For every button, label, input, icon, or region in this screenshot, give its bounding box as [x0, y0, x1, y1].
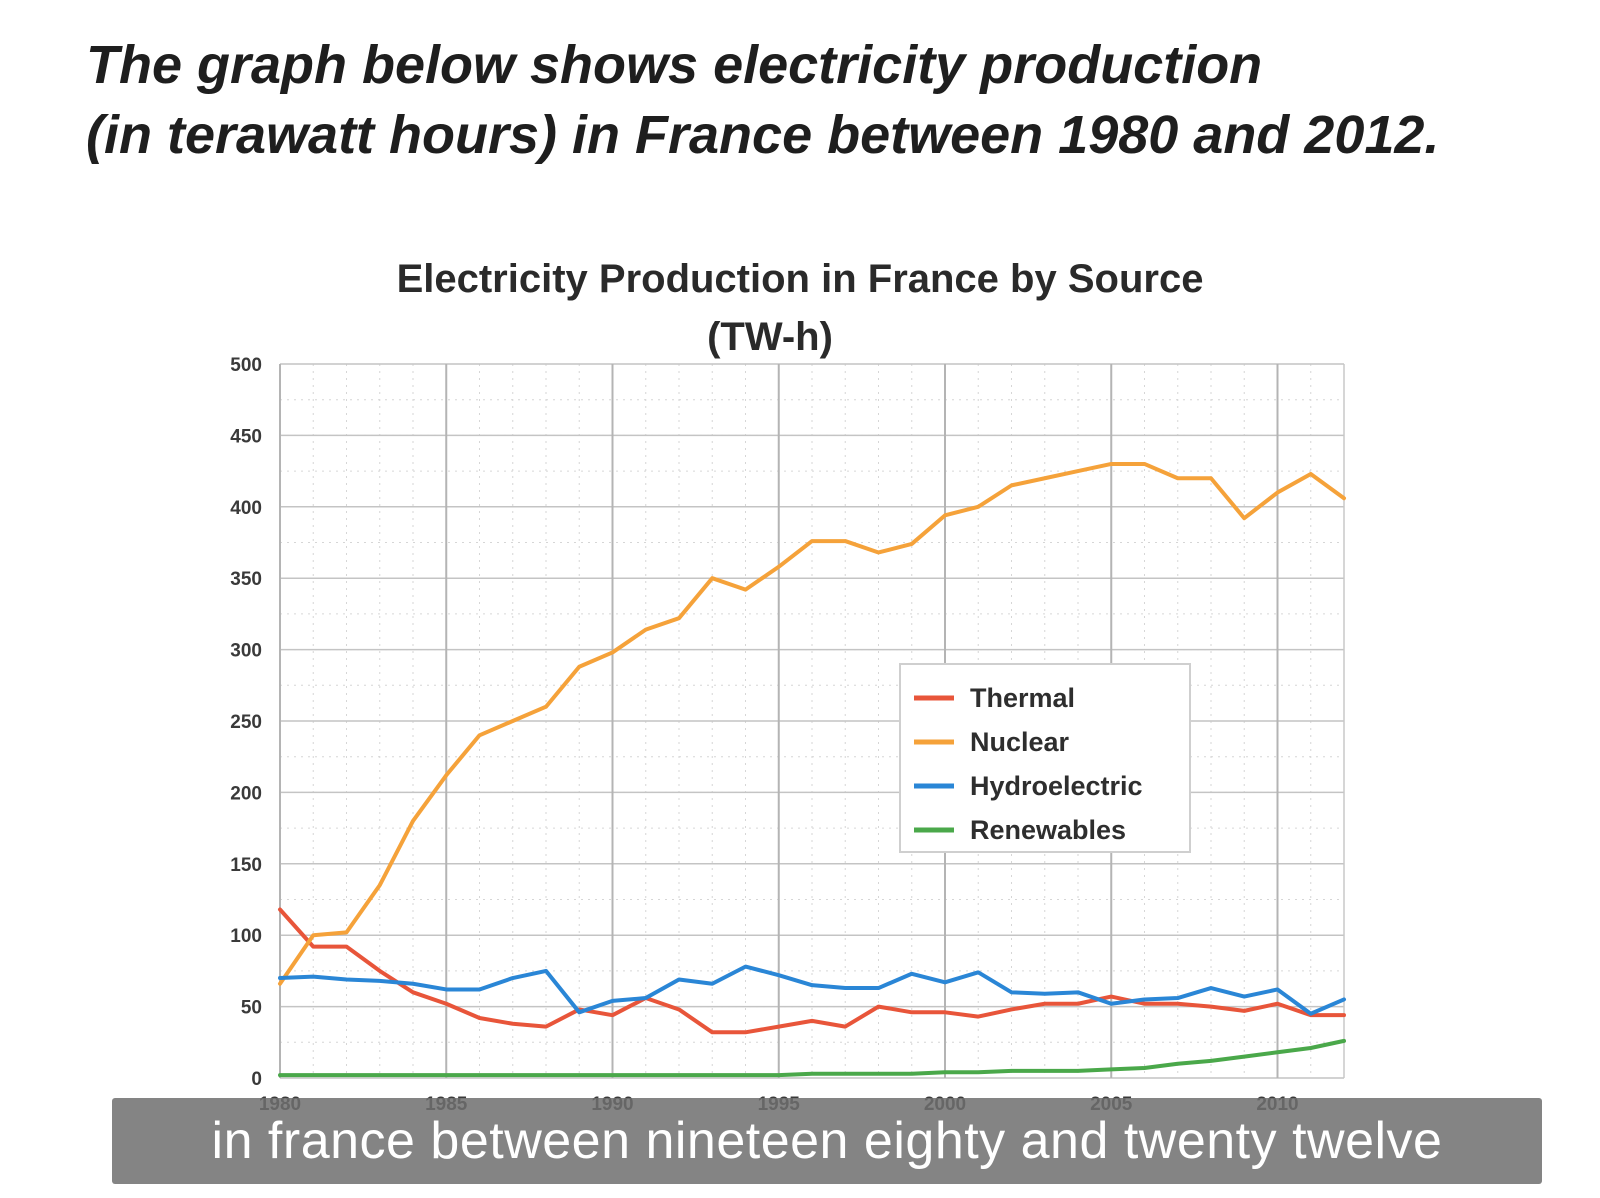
y-tick-label: 150: [230, 855, 262, 876]
y-tick-label: 350: [230, 569, 262, 590]
series-line-hydroelectric: [278, 964, 1346, 1016]
headline-line-1: The graph below shows electricity produc…: [86, 35, 1263, 95]
legend-label-thermal: Thermal: [970, 683, 1075, 713]
y-tick-label: 450: [230, 426, 262, 447]
y-tick-label: 500: [230, 355, 262, 376]
series-lines: [278, 461, 1346, 1078]
legend: Thermal Nuclear Hydroelectric Renewables: [899, 663, 1191, 853]
headline-line-2: (in terawatt hours) in France between 19…: [86, 105, 1440, 165]
caption-text: in france between nineteen eighty and tw…: [211, 1112, 1443, 1170]
y-tick-label: 300: [230, 641, 262, 662]
y-tick-label: 200: [230, 783, 262, 804]
legend-label-hydroelectric: Hydroelectric: [970, 771, 1143, 801]
y-tick-label: 250: [230, 712, 262, 733]
y-tick-label: 0: [251, 1069, 262, 1090]
legend-box: [899, 663, 1191, 853]
headline: The graph below shows electricity produc…: [86, 30, 1586, 170]
y-tick-label: 100: [230, 926, 262, 947]
y-tick-label: 400: [230, 498, 262, 519]
chart-subtitle: (TW-h): [707, 315, 833, 359]
legend-label-nuclear: Nuclear: [970, 727, 1070, 757]
series-line-thermal: [278, 907, 1346, 1035]
legend-label-renewables: Renewables: [970, 815, 1126, 845]
chart-title: Electricity Production in France by Sour…: [397, 257, 1204, 301]
subtitle-caption: in france between nineteen eighty and tw…: [112, 1098, 1542, 1184]
series-line-nuclear: [278, 461, 1346, 986]
series-line-renewables: [278, 1038, 1346, 1078]
grid: [279, 363, 1345, 1079]
y-tick-label: 50: [241, 998, 262, 1019]
